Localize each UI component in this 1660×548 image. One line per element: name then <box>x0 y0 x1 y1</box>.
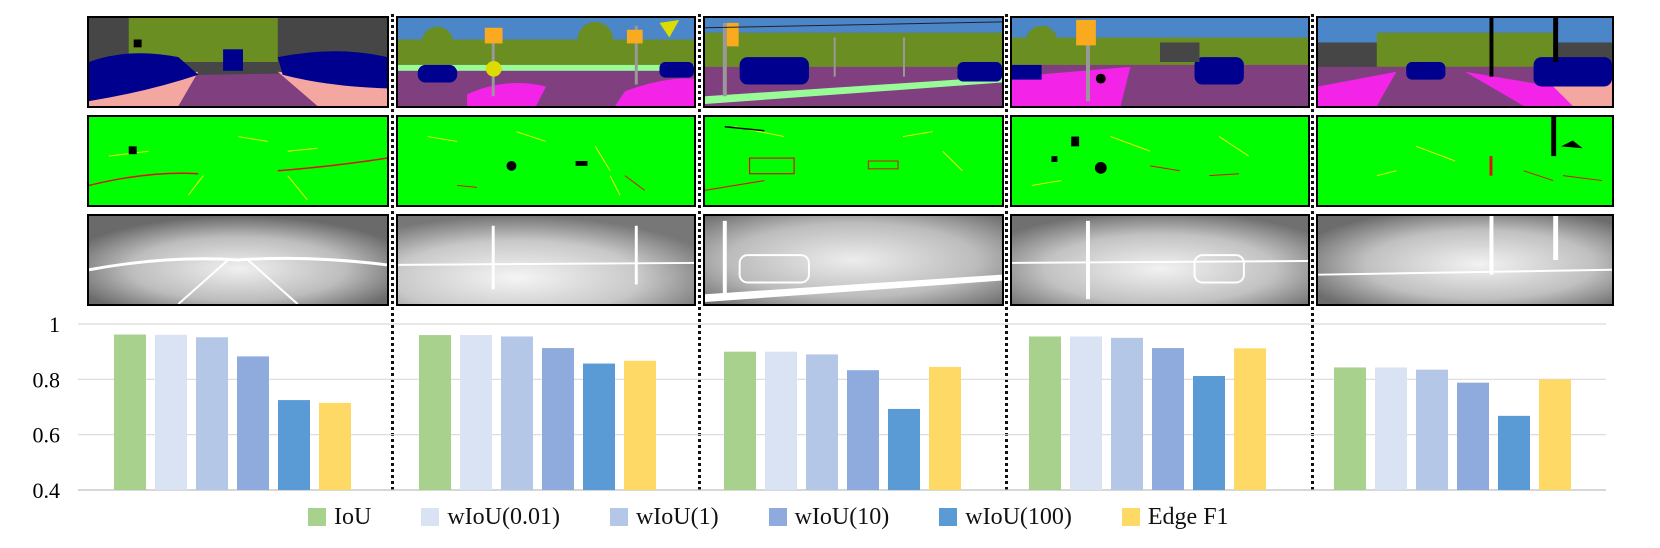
legend-label: wIoU(100) <box>965 503 1072 530</box>
error-image-2 <box>396 115 696 207</box>
weight-image-4 <box>1010 214 1310 306</box>
bar-wiou-1--group-5 <box>1416 369 1448 490</box>
bar-wiou-0-01--group-3 <box>765 351 797 490</box>
bar-wiou-10--group-5 <box>1457 382 1489 490</box>
bar-wiou-0-01--group-1 <box>155 334 187 490</box>
scene-divider <box>1005 14 1008 490</box>
bar-wiou-0-01--group-2 <box>460 335 492 490</box>
bar-wiou-100--group-4 <box>1193 376 1225 490</box>
scene-divider <box>698 14 701 490</box>
bar-edge-f1-group-1 <box>319 402 351 490</box>
bar-iou-group-1 <box>114 334 146 490</box>
y-tick-label: 0.8 <box>33 367 61 392</box>
legend: IoU wIoU(0.01) wIoU(1) wIoU(10) wIoU(100… <box>308 500 1279 534</box>
y-tick-label: 0.6 <box>33 423 61 448</box>
bar-wiou-1--group-2 <box>501 336 533 490</box>
bar-wiou-0-01--group-5 <box>1375 367 1407 490</box>
legend-item-iou: IoU <box>308 504 371 531</box>
legend-item-wiou-100: wIoU(100) <box>939 504 1072 531</box>
segmentation-image-5 <box>1316 16 1614 108</box>
legend-swatch-edge-f1 <box>1121 508 1140 526</box>
legend-label: Edge F1 <box>1147 503 1229 530</box>
legend-swatch-wiou-10 <box>768 508 787 526</box>
bar-wiou-0-01--group-4 <box>1070 336 1102 490</box>
error-image-3 <box>703 115 1004 207</box>
error-image-4 <box>1010 115 1310 207</box>
bar-wiou-1--group-3 <box>806 354 838 490</box>
bar-wiou-100--group-2 <box>583 363 615 490</box>
legend-item-wiou-1: wIoU(1) <box>609 503 719 531</box>
legend-swatch-wiou-100 <box>939 508 958 526</box>
y-tick-label: 0.4 <box>33 478 61 503</box>
segmentation-image-1 <box>87 16 389 108</box>
legend-label: wIoU(0.01) <box>447 503 560 530</box>
bar-edge-f1-group-3 <box>929 366 961 490</box>
segmentation-image-4 <box>1010 16 1310 108</box>
bar-edge-f1-group-5 <box>1539 379 1571 490</box>
bar-wiou-100--group-1 <box>278 400 310 490</box>
weight-image-5 <box>1316 214 1614 306</box>
y-tick-label: 1 <box>49 312 60 337</box>
bar-edge-f1-group-2 <box>624 360 656 490</box>
bar-iou-group-4 <box>1029 336 1061 490</box>
bar-wiou-10--group-1 <box>237 356 269 490</box>
weight-image-2 <box>396 214 696 306</box>
legend-item-edge-f1: Edge F1 <box>1121 503 1229 531</box>
bar-wiou-1--group-4 <box>1111 337 1143 490</box>
legend-item-wiou-10: wIoU(10) <box>768 503 890 531</box>
bar-wiou-100--group-5 <box>1498 415 1530 490</box>
legend-label: wIoU(1) <box>635 503 719 530</box>
bar-wiou-1--group-1 <box>196 337 228 490</box>
weight-image-1 <box>87 214 389 306</box>
bar-iou-group-5 <box>1334 367 1366 490</box>
error-image-5 <box>1316 115 1614 207</box>
error-image-1 <box>87 115 389 207</box>
bar-wiou-10--group-4 <box>1152 348 1184 490</box>
segmentation-image-2 <box>396 16 696 108</box>
weight-image-3 <box>703 214 1004 306</box>
bar-wiou-10--group-2 <box>542 348 574 490</box>
scene-divider <box>391 14 394 490</box>
bar-iou-group-2 <box>419 335 451 490</box>
legend-label: IoU <box>334 503 372 530</box>
bar-edge-f1-group-4 <box>1234 348 1266 490</box>
legend-swatch-wiou-001 <box>421 508 440 526</box>
legend-swatch-wiou-1 <box>609 508 628 526</box>
bar-iou-group-3 <box>724 351 756 490</box>
legend-swatch-iou <box>308 508 326 526</box>
scene-divider <box>1311 14 1314 490</box>
segmentation-image-3 <box>703 16 1004 108</box>
legend-label: wIoU(10) <box>794 503 890 530</box>
bar-wiou-100--group-3 <box>888 408 920 490</box>
legend-item-wiou-001: wIoU(0.01) <box>421 504 560 531</box>
bar-wiou-10--group-3 <box>847 370 879 490</box>
